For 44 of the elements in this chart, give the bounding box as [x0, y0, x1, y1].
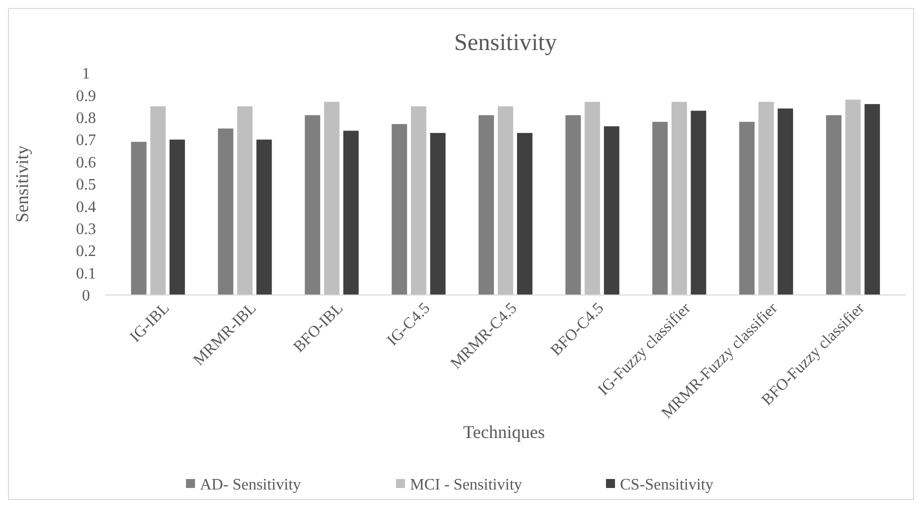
bar — [256, 140, 272, 295]
bar — [672, 102, 687, 295]
bar — [478, 115, 494, 295]
y-tick-label: 0.4 — [76, 198, 96, 216]
bar — [430, 132, 446, 295]
y-axis-title: Sensitivity — [12, 145, 32, 223]
bar — [604, 126, 620, 295]
legend-label: CS-Sensitivity — [620, 476, 714, 494]
bar — [652, 122, 668, 295]
y-tick-label: 0.1 — [76, 265, 96, 282]
bar — [584, 102, 600, 295]
bar — [410, 106, 426, 295]
bar — [237, 106, 253, 295]
bar — [498, 106, 514, 295]
bar — [758, 102, 774, 295]
bar — [343, 130, 359, 295]
bar — [845, 100, 861, 295]
bar — [392, 124, 408, 295]
bar — [150, 106, 166, 295]
bar — [324, 102, 340, 295]
y-tick-label: 0.6 — [76, 154, 96, 172]
bar — [218, 128, 234, 295]
bar — [565, 115, 581, 295]
y-tick-label: 0.3 — [76, 221, 96, 238]
y-tick-label: 0.2 — [76, 243, 96, 260]
bar — [690, 110, 706, 295]
bar — [864, 104, 880, 295]
bar — [170, 140, 185, 295]
y-tick-label: 0.5 — [76, 176, 96, 194]
y-tick-label: 0.8 — [76, 110, 96, 127]
legend-label: MCI - Sensitivity — [410, 476, 522, 494]
bar — [778, 108, 794, 295]
y-tick-label: 0.9 — [76, 88, 96, 105]
y-tick-label: 1 — [82, 66, 90, 83]
chart-title: Sensitivity — [454, 30, 557, 56]
x-axis-title: Techniques — [463, 422, 545, 442]
y-tick-label: 0.7 — [76, 132, 96, 150]
bar — [304, 115, 320, 295]
legend-label: AD- Sensitivity — [200, 476, 301, 494]
bar — [739, 122, 755, 295]
y-tick-label: 0 — [82, 288, 90, 305]
bar — [131, 142, 146, 295]
bar — [517, 132, 532, 295]
bar — [826, 115, 842, 295]
